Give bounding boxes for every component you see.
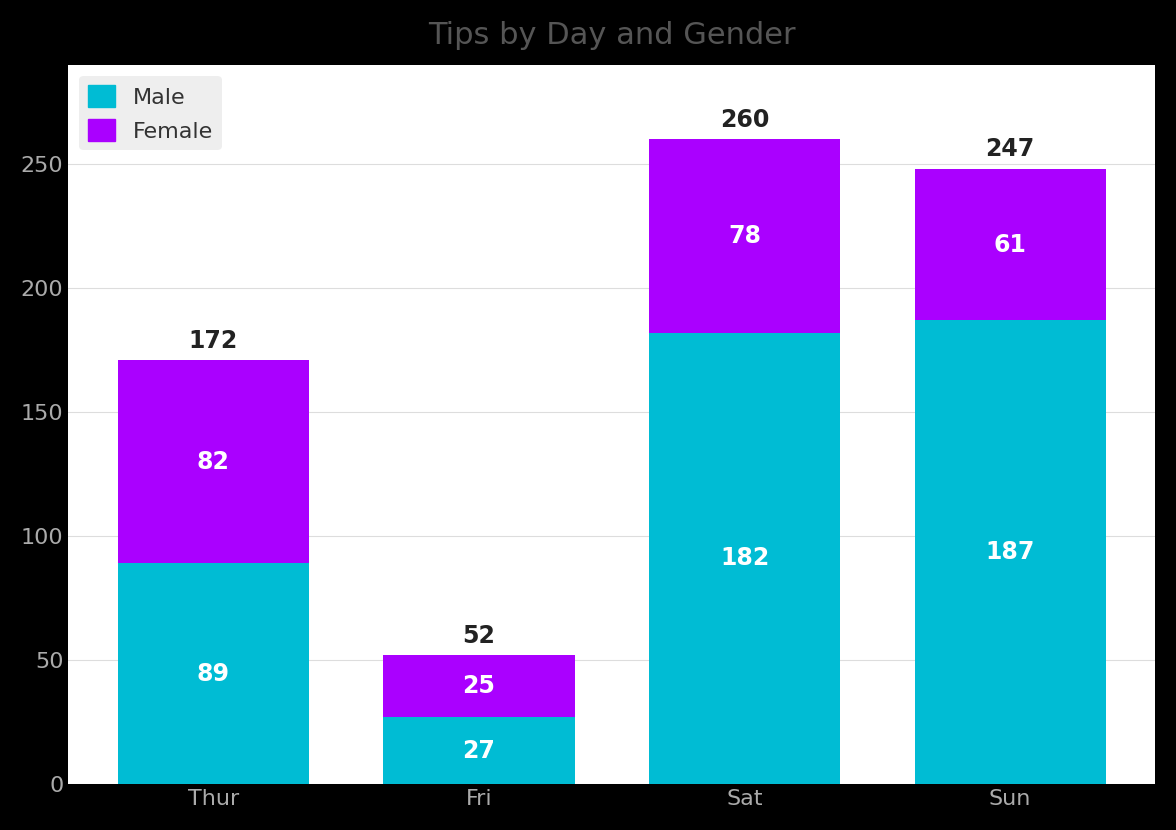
Text: 27: 27 — [462, 739, 495, 763]
Text: 247: 247 — [985, 138, 1035, 162]
Text: 52: 52 — [462, 624, 495, 648]
Bar — [118, 360, 309, 564]
Text: 172: 172 — [188, 329, 238, 353]
Text: 61: 61 — [994, 232, 1027, 256]
Bar — [915, 320, 1105, 784]
Bar — [915, 168, 1105, 320]
Text: 182: 182 — [720, 546, 769, 570]
Bar — [118, 564, 309, 784]
Text: 82: 82 — [196, 450, 229, 474]
Bar — [649, 333, 840, 784]
Text: 260: 260 — [720, 108, 769, 132]
Title: Tips by Day and Gender: Tips by Day and Gender — [428, 21, 795, 50]
Text: 187: 187 — [985, 540, 1035, 564]
Text: 25: 25 — [462, 674, 495, 698]
Text: 89: 89 — [196, 662, 229, 686]
Bar — [383, 655, 575, 717]
Text: 78: 78 — [728, 224, 761, 248]
Bar — [383, 717, 575, 784]
Bar — [649, 139, 840, 333]
Legend: Male, Female: Male, Female — [80, 76, 222, 150]
